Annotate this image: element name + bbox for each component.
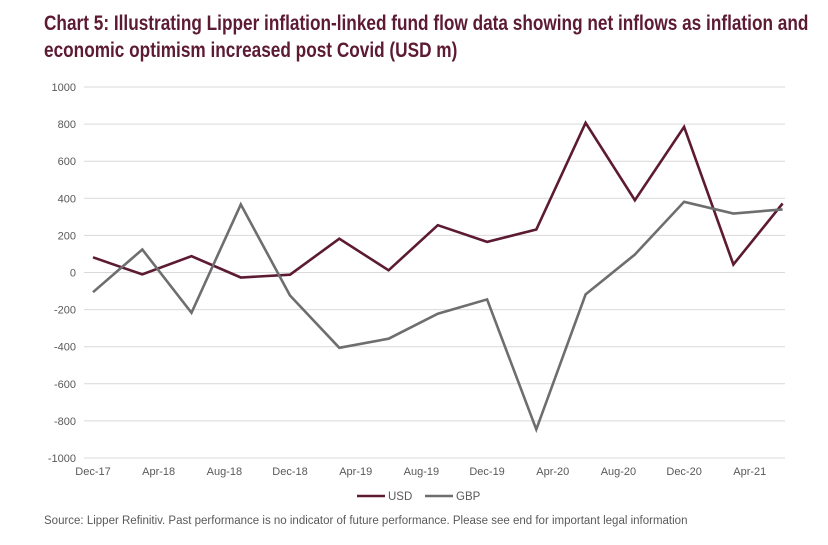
y-tick-label: 400 (58, 193, 76, 205)
chart-title: Chart 5: Illustrating Lipper inflation-l… (44, 12, 809, 62)
x-tick-label: Aug-18 (207, 466, 242, 478)
y-tick-label: 800 (58, 119, 76, 131)
y-tick-label: -200 (54, 305, 76, 317)
y-tick-label: -800 (54, 416, 76, 428)
y-tick-label: 200 (58, 230, 76, 242)
series-line-gbp (92, 200, 783, 434)
legend-label-usd: USD (388, 491, 412, 503)
x-tick-label: Apr-21 (733, 466, 766, 478)
series-line-usd (92, 120, 784, 279)
x-tick-label: Aug-19 (404, 466, 439, 478)
x-tick-label: Apr-19 (339, 466, 372, 478)
x-tick-label: Apr-18 (142, 466, 175, 478)
y-tick-label: 1000 (52, 82, 76, 94)
x-tick-label: Dec-18 (272, 466, 307, 478)
x-tick-label: Dec-19 (469, 466, 504, 478)
x-tick-label: Aug-20 (601, 466, 636, 478)
source-note: Source: Lipper Refinitiv. Past performan… (44, 515, 688, 527)
y-tick-label: 600 (58, 156, 76, 168)
y-tick-label: 0 (70, 268, 76, 280)
y-tick-label: -600 (54, 379, 76, 391)
x-tick-label: Dec-17 (75, 466, 110, 478)
x-tick-label: Dec-20 (666, 466, 701, 478)
y-tick-label: -1000 (48, 453, 76, 465)
y-tick-label: -400 (54, 342, 76, 354)
legend-label-gbp: GBP (456, 491, 481, 503)
x-tick-label: Apr-20 (536, 466, 569, 478)
